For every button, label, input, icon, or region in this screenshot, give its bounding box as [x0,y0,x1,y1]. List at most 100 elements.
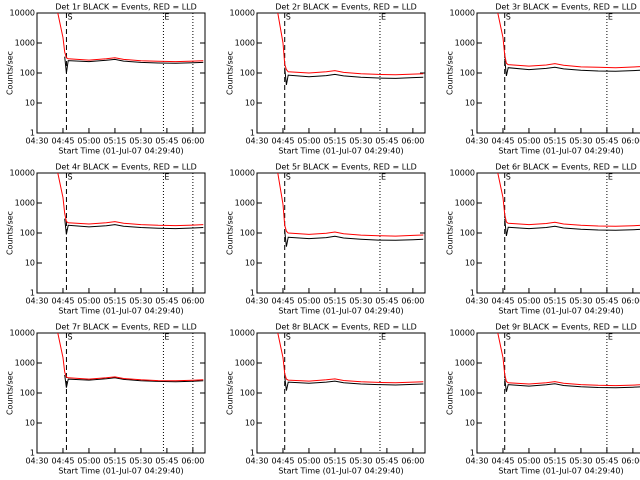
y-axis-label: Counts/sec [6,51,15,95]
panel: Det 7r BLACK = Events, RED = LLD Counts/s… [6,323,206,476]
y-tick-label: 10000 [10,329,35,338]
y-axis-label: Counts/sec [6,211,15,255]
y-tick-label: 1 [30,449,35,458]
marker-label: S [67,13,72,22]
series-line [57,333,204,382]
marker-label: E [164,333,169,342]
y-tick-label: 1000 [15,359,35,368]
x-tick-label: 05:30 [569,137,592,146]
series-line [57,13,204,63]
marker-label: E [164,173,169,182]
x-tick-label: 06:00 [401,137,424,146]
plot-frame [36,332,206,454]
x-tick-label: 04:30 [465,137,488,146]
x-tick-label: 05:00 [517,457,540,466]
panel: Det 3r BLACK = Events, RED = LLD Counts/s… [446,3,640,156]
y-tick-label: 1 [250,289,255,298]
plot-frame [36,12,206,134]
marker-label: S [286,173,291,182]
x-tick-label: 05:30 [129,457,152,466]
y-tick-label: 10 [465,259,475,268]
marker-label: E [164,13,169,22]
x-tick-label: 05:45 [595,457,618,466]
x-tick-label: 04:30 [245,457,268,466]
marker-label: E [381,13,386,22]
marker-label: S [286,333,291,342]
x-tick-label: 05:30 [349,457,372,466]
y-tick-label: 10000 [230,9,255,18]
series-line [277,173,424,237]
series-line [277,333,424,384]
series-line [497,333,640,387]
x-tick-label: 05:15 [543,137,566,146]
series-line [284,376,424,391]
y-tick-label: 10 [25,99,35,108]
y-tick-label: 1 [470,129,475,138]
series-line [284,67,424,85]
y-tick-label: 10 [245,419,255,428]
y-tick-label: 10 [465,419,475,428]
x-tick-label: 04:45 [271,297,294,306]
x-tick-label: 04:30 [245,137,268,146]
y-tick-label: 1000 [235,39,255,48]
marker-label: E [608,13,613,22]
y-axis-label: Counts/sec [446,211,455,255]
x-tick-label: 04:30 [25,137,48,146]
x-tick-label: 05:15 [103,297,126,306]
y-axis-label: Counts/sec [226,211,235,255]
x-tick-label: 05:00 [517,297,540,306]
x-tick-label: 04:30 [465,297,488,306]
chart-title: Det 9r BLACK = Events, RED = LLD [495,323,637,332]
x-tick-label: 05:30 [129,297,152,306]
x-tick-label: 05:15 [103,137,126,146]
series-line [64,218,204,235]
y-tick-label: 1 [250,449,255,458]
y-tick-label: 1 [30,289,35,298]
panel: Det 9r BLACK = Events, RED = LLD Counts/s… [446,323,640,476]
x-tick-label: 05:00 [297,457,320,466]
y-tick-label: 10 [465,99,475,108]
plot-frame [36,172,206,294]
x-tick-label: 04:45 [51,457,74,466]
x-tick-label: 05:30 [569,297,592,306]
chart-title: Det 3r BLACK = Events, RED = LLD [495,3,637,12]
x-axis-label: Start Time (01-Jul-07 04:29:40) [278,147,403,156]
chart-title: Det 6r BLACK = Events, RED = LLD [495,163,637,172]
chart-title: Det 7r BLACK = Events, RED = LLD [55,323,197,332]
x-axis-label: Start Time (01-Jul-07 04:29:40) [58,467,183,476]
y-axis-label: Counts/sec [6,371,15,415]
series-line [277,13,424,76]
x-tick-label: 04:30 [465,457,488,466]
x-tick-label: 04:30 [25,457,48,466]
y-tick-label: 100 [240,69,255,78]
marker-label: S [506,173,511,182]
x-tick-label: 06:00 [621,297,640,306]
series-line [64,374,204,388]
x-tick-label: 06:00 [621,137,640,146]
x-tick-label: 04:30 [25,297,48,306]
x-tick-label: 04:45 [51,297,74,306]
x-tick-label: 05:00 [77,457,100,466]
panel: Det 4r BLACK = Events, RED = LLD Counts/s… [6,163,206,316]
x-tick-label: 05:00 [77,297,100,306]
chart-title: Det 4r BLACK = Events, RED = LLD [55,163,197,172]
x-tick-label: 05:45 [375,297,398,306]
x-tick-label: 05:30 [349,297,372,306]
y-tick-label: 10000 [450,329,475,338]
panel: Det 1r BLACK = Events, RED = LLD Counts/s… [6,3,206,156]
x-tick-label: 05:00 [517,137,540,146]
series-line [64,56,204,74]
y-tick-label: 100 [460,69,475,78]
y-tick-label: 1000 [455,39,475,48]
x-tick-label: 06:00 [401,297,424,306]
x-axis-label: Start Time (01-Jul-07 04:29:40) [278,467,403,476]
y-axis-label: Counts/sec [226,51,235,95]
x-tick-label: 04:45 [51,137,74,146]
x-tick-label: 05:30 [349,137,372,146]
x-tick-label: 05:00 [77,137,100,146]
y-tick-label: 10000 [230,329,255,338]
y-tick-label: 10 [245,99,255,108]
y-axis-label: Counts/sec [446,371,455,415]
chart-title: Det 8r BLACK = Events, RED = LLD [275,323,417,332]
